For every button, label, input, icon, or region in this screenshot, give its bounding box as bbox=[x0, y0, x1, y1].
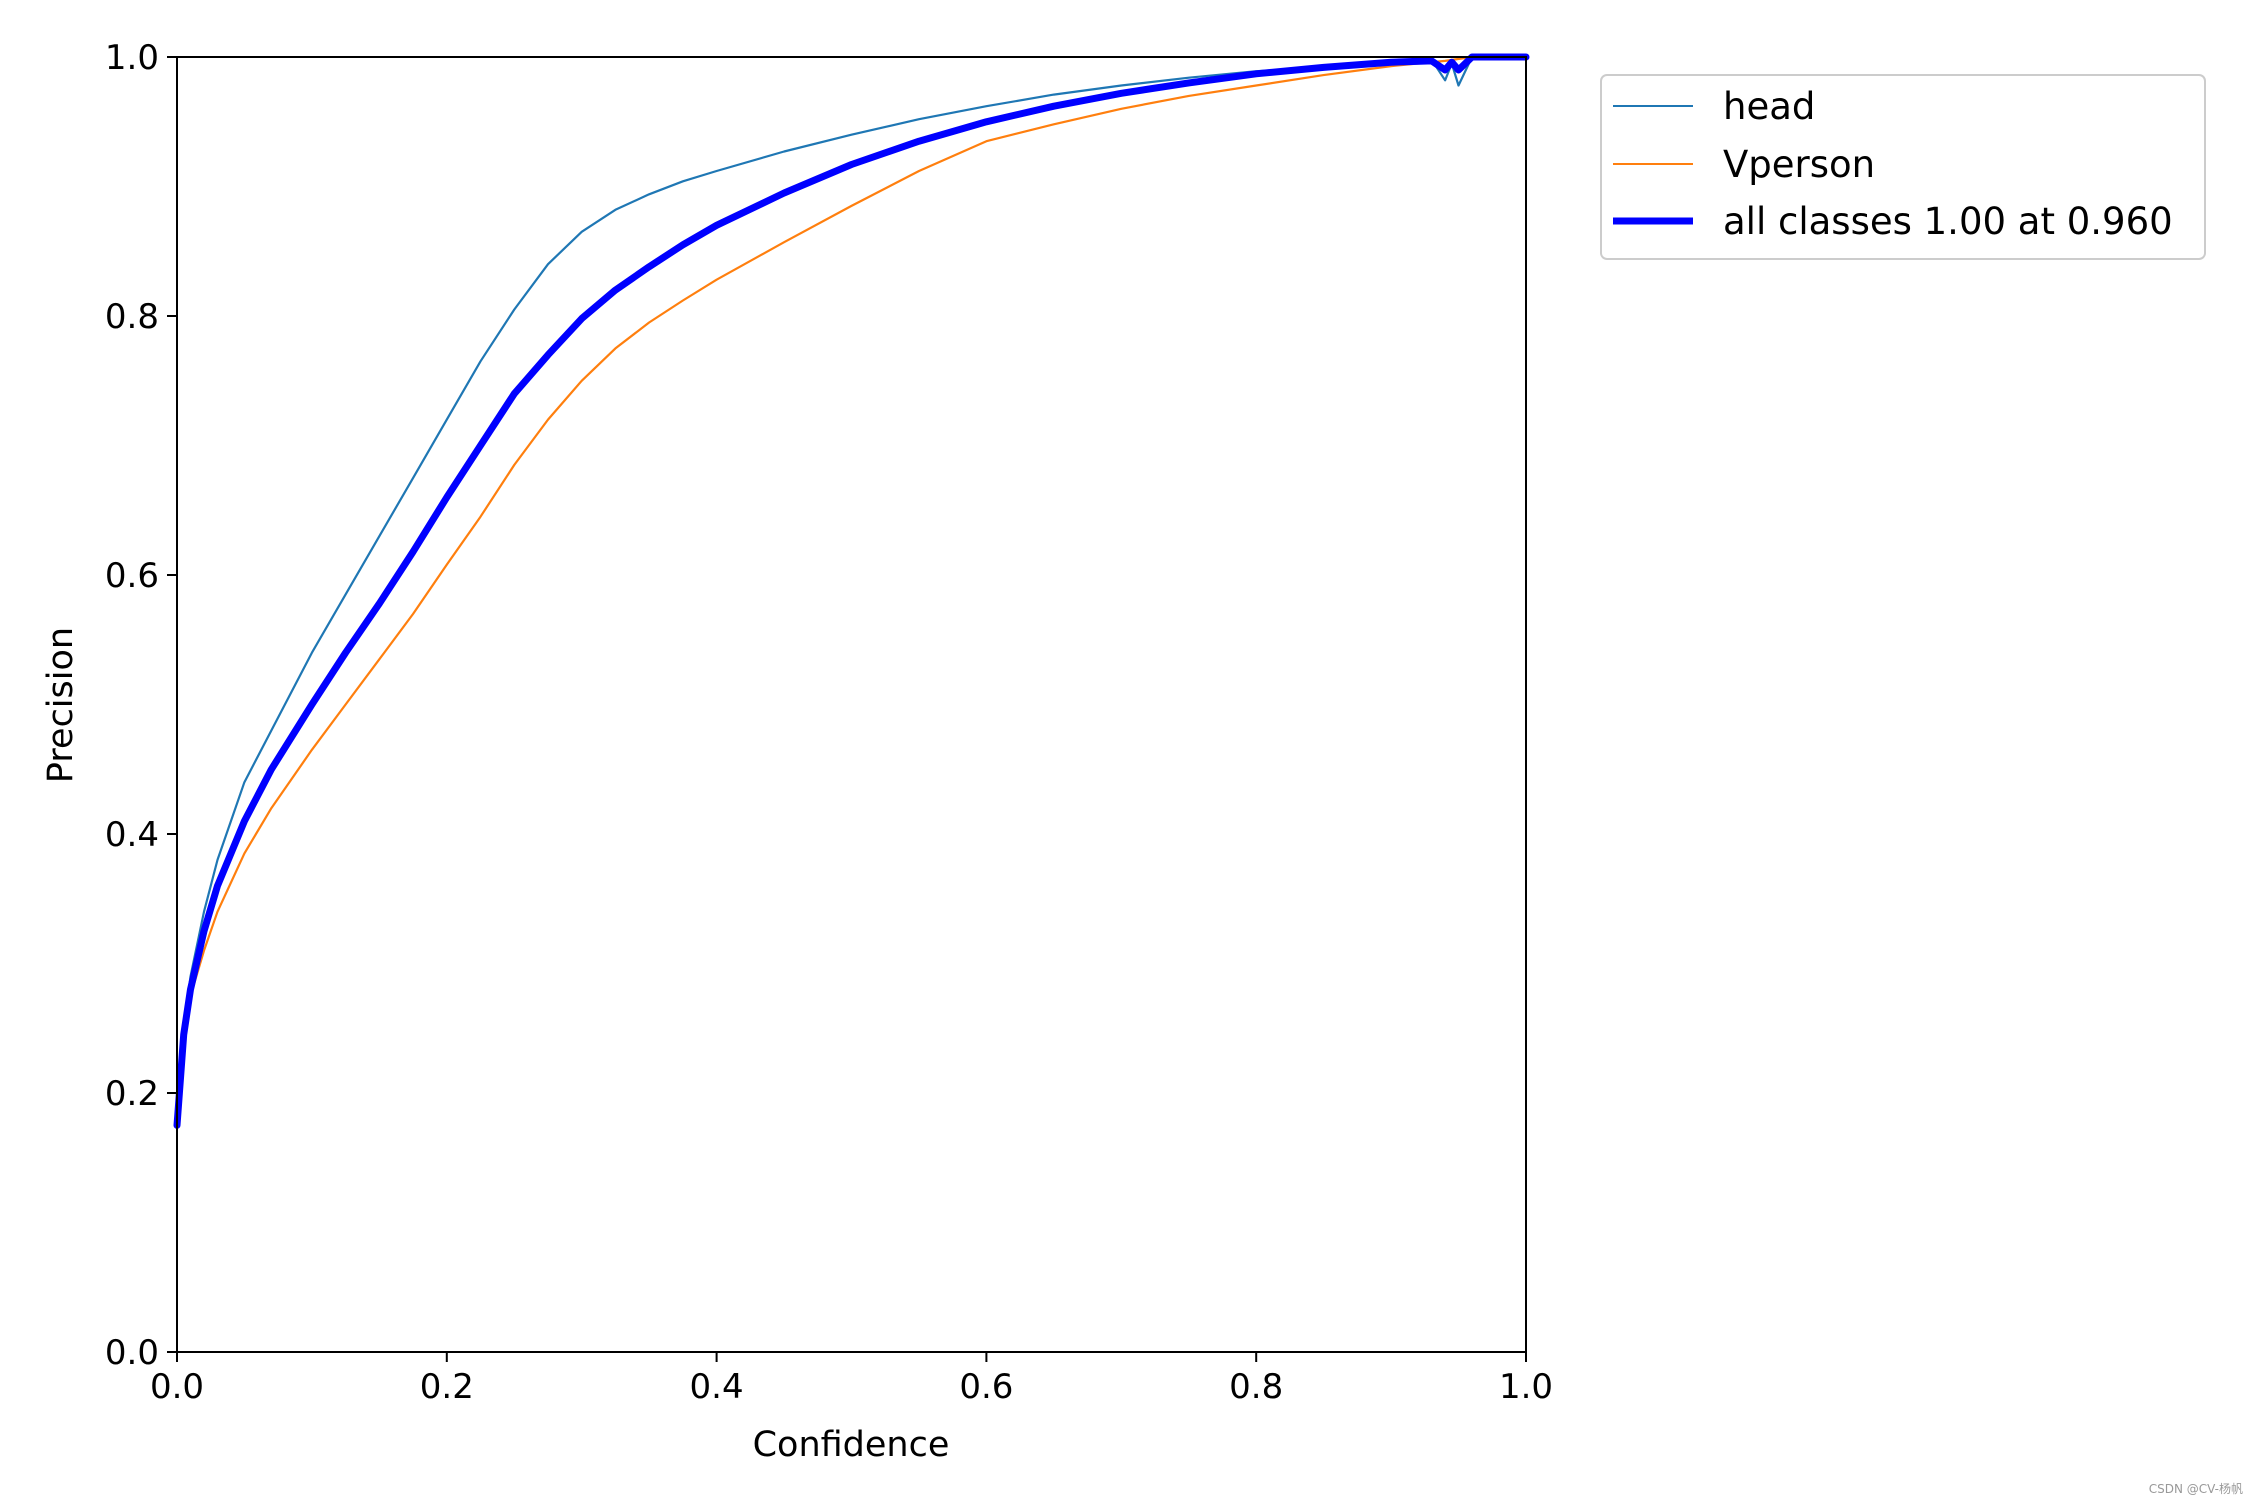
x-tick-label: 0.4 bbox=[690, 1367, 744, 1407]
y-tick-label: 0.8 bbox=[105, 297, 159, 337]
x-tick-label: 0.6 bbox=[959, 1367, 1013, 1407]
y-tick-label: 1.0 bbox=[105, 38, 159, 78]
legend-box bbox=[1600, 74, 2206, 260]
y-tick-label: 0.0 bbox=[105, 1333, 159, 1373]
series-line-head bbox=[175, 55, 1528, 1121]
legend-label-vperson: Vperson bbox=[1723, 143, 1875, 186]
series-line-all-classes bbox=[173, 53, 1530, 1129]
legend-label-head: head bbox=[1723, 85, 1815, 128]
x-tick-label: 1.0 bbox=[1499, 1367, 1553, 1407]
watermark: CSDN @CV-杨帆 bbox=[2149, 1481, 2243, 1496]
y-tick-label: 0.4 bbox=[105, 815, 159, 855]
series-line-vperson bbox=[175, 55, 1528, 1121]
y-tick-label: 0.2 bbox=[105, 1074, 159, 1114]
x-tick-label: 0.0 bbox=[150, 1367, 204, 1407]
legend-label-all-classes: all classes 1.00 at 0.960 bbox=[1723, 200, 2173, 243]
axis-ticks: 0.0 0.2 0.4 0.6 0.8 1.0 0.0 0.2 0.4 0.6 0.8 1.0 bbox=[105, 38, 1553, 1407]
legend: head Vperson all classes 1.00 at 0.960 bbox=[1600, 74, 2206, 260]
x-axis-label: Confidence bbox=[753, 1425, 950, 1465]
x-tick-label: 0.8 bbox=[1229, 1367, 1283, 1407]
y-tick-label: 0.6 bbox=[105, 556, 159, 596]
y-axis-label: Precision bbox=[41, 627, 81, 783]
series-lines bbox=[173, 53, 1530, 1129]
x-tick-label: 0.2 bbox=[420, 1367, 474, 1407]
plot-frame bbox=[176, 56, 1527, 1353]
